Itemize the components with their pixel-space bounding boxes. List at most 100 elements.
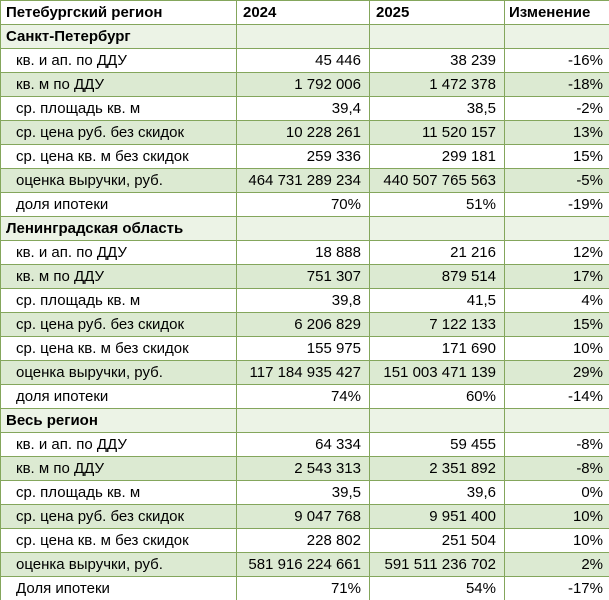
metric-label-cell[interactable]: ср. площадь кв. м bbox=[1, 97, 237, 120]
change-cell[interactable]: 4% bbox=[581, 292, 603, 309]
metric-label-cell[interactable]: ср. цена руб. без скидок bbox=[1, 313, 237, 336]
empty-cell[interactable] bbox=[237, 25, 370, 48]
column-header-region[interactable]: Петебургский регион bbox=[1, 1, 237, 24]
metric-label-cell[interactable]: ср. цена руб. без скидок bbox=[1, 505, 237, 528]
value-2025-cell[interactable]: 9 951 400 bbox=[370, 505, 505, 528]
column-header-2024[interactable]: 2024 bbox=[237, 1, 370, 24]
metric-label-cell[interactable]: ср. площадь кв. м bbox=[1, 481, 237, 504]
section-title-cell[interactable]: Весь регион bbox=[1, 409, 237, 432]
empty-cell[interactable] bbox=[370, 409, 505, 432]
value-2025-cell[interactable]: 251 504 bbox=[370, 529, 505, 552]
value-2024-cell[interactable]: 70% bbox=[237, 193, 370, 216]
value-2024-cell[interactable]: 74% bbox=[237, 385, 370, 408]
value-2025-cell[interactable]: 11 520 157 bbox=[370, 121, 505, 144]
change-cell[interactable]: 15% bbox=[572, 148, 603, 165]
empty-cell[interactable] bbox=[237, 409, 370, 432]
value-2024-cell[interactable]: 155 975 bbox=[237, 337, 370, 360]
change-cell[interactable]: -5% bbox=[576, 172, 603, 189]
empty-cell[interactable] bbox=[505, 25, 609, 48]
change-cell[interactable]: 12% bbox=[572, 244, 603, 261]
value-2025-cell[interactable]: 54% bbox=[370, 577, 505, 600]
value-2024-cell[interactable]: 2 543 313 bbox=[237, 457, 370, 480]
value-2025-cell[interactable]: 151 003 471 139 bbox=[370, 361, 505, 384]
value-2024-cell[interactable]: 6 206 829 bbox=[237, 313, 370, 336]
metric-label-cell[interactable]: ср. цена кв. м без скидок bbox=[1, 529, 237, 552]
change-cell[interactable]: 29% bbox=[572, 364, 603, 381]
empty-cell[interactable] bbox=[370, 217, 505, 240]
change-cell[interactable]: 17% bbox=[572, 268, 603, 285]
metric-label-cell[interactable]: кв. м по ДДУ bbox=[1, 457, 237, 480]
value-2025-cell[interactable]: 38 239 bbox=[370, 49, 505, 72]
section-title-cell[interactable]: Санкт-Петербург bbox=[1, 25, 237, 48]
value-2025-cell[interactable]: 299 181 bbox=[370, 145, 505, 168]
change-cell[interactable]: 10% bbox=[572, 508, 603, 525]
value-2024-cell[interactable]: 259 336 bbox=[237, 145, 370, 168]
metric-label-cell[interactable]: ср. цена руб. без скидок bbox=[1, 121, 237, 144]
value-2024-cell[interactable]: 581 916 224 661 bbox=[237, 553, 370, 576]
metric-label-cell[interactable]: ср. площадь кв. м bbox=[1, 289, 237, 312]
section-title-cell[interactable]: Ленинградская область bbox=[1, 217, 237, 240]
value-2024-cell[interactable]: 9 047 768 bbox=[237, 505, 370, 528]
value-2024-cell[interactable]: 71% bbox=[237, 577, 370, 600]
change-cell[interactable]: 13% bbox=[572, 124, 603, 141]
change-cell[interactable]: 10% bbox=[572, 532, 603, 549]
value-2025-cell[interactable]: 38,5 bbox=[370, 97, 505, 120]
value-2024-cell[interactable]: 10 228 261 bbox=[237, 121, 370, 144]
change-cell[interactable]: -8% bbox=[576, 460, 603, 477]
change-cell[interactable]: -2% bbox=[576, 100, 603, 117]
value-2025-cell[interactable]: 171 690 bbox=[370, 337, 505, 360]
value-2025-cell[interactable]: 21 216 bbox=[370, 241, 505, 264]
value-2025-cell[interactable]: 440 507 765 563 bbox=[370, 169, 505, 192]
value-2024-cell[interactable]: 45 446 bbox=[237, 49, 370, 72]
value-2024-cell[interactable]: 117 184 935 427 bbox=[237, 361, 370, 384]
value-2025-cell[interactable]: 60% bbox=[370, 385, 505, 408]
value-2024-cell[interactable]: 1 792 006 bbox=[237, 73, 370, 96]
change-cell[interactable]: 0% bbox=[581, 484, 603, 501]
metric-label-cell[interactable]: кв. и ап. по ДДУ bbox=[1, 241, 237, 264]
value-2024-cell[interactable]: 64 334 bbox=[237, 433, 370, 456]
metric-label-cell[interactable]: оценка выручки, руб. bbox=[1, 361, 237, 384]
column-header-2025[interactable]: 2025 bbox=[370, 1, 505, 24]
metric-label-cell[interactable]: кв. и ап. по ДДУ bbox=[1, 433, 237, 456]
value-2025-cell[interactable]: 7 122 133 bbox=[370, 313, 505, 336]
empty-cell[interactable] bbox=[505, 409, 609, 432]
column-header-change[interactable]: Изменение bbox=[509, 4, 591, 21]
metric-label-cell[interactable]: ср. цена кв. м без скидок bbox=[1, 337, 237, 360]
value-2025-cell[interactable]: 41,5 bbox=[370, 289, 505, 312]
change-cell[interactable]: -18% bbox=[567, 76, 603, 93]
value-2024-cell[interactable]: 751 307 bbox=[237, 265, 370, 288]
change-cell[interactable]: -19% bbox=[567, 196, 603, 213]
metric-label-cell[interactable]: доля ипотеки bbox=[1, 385, 237, 408]
metric-label-cell[interactable]: оценка выручки, руб. bbox=[1, 553, 237, 576]
metric-label-cell[interactable]: кв. и ап. по ДДУ bbox=[1, 49, 237, 72]
value-2025-cell[interactable]: 2 351 892 bbox=[370, 457, 505, 480]
value-2024-cell[interactable]: 18 888 bbox=[237, 241, 370, 264]
value-2024-cell[interactable]: 464 731 289 234 bbox=[237, 169, 370, 192]
change-cell[interactable]: -17% bbox=[567, 580, 603, 597]
value-2025-cell[interactable]: 1 472 378 bbox=[370, 73, 505, 96]
metric-label-cell[interactable]: оценка выручки, руб. bbox=[1, 169, 237, 192]
value-2024-cell[interactable]: 39,5 bbox=[237, 481, 370, 504]
value-2025-cell[interactable]: 51% bbox=[370, 193, 505, 216]
change-cell[interactable]: 10% bbox=[572, 340, 603, 357]
metric-label-cell[interactable]: ср. цена кв. м без скидок bbox=[1, 145, 237, 168]
value-2025-cell[interactable]: 59 455 bbox=[370, 433, 505, 456]
empty-cell[interactable] bbox=[370, 25, 505, 48]
value-2025-cell[interactable]: 39,6 bbox=[370, 481, 505, 504]
value-2024-cell[interactable]: 39,8 bbox=[237, 289, 370, 312]
change-cell[interactable]: 2% bbox=[581, 556, 603, 573]
change-cell[interactable]: -8% bbox=[576, 436, 603, 453]
empty-cell[interactable] bbox=[505, 217, 609, 240]
value-2025-cell[interactable]: 879 514 bbox=[370, 265, 505, 288]
metric-label-cell[interactable]: доля ипотеки bbox=[1, 193, 237, 216]
value-2025-cell[interactable]: 591 511 236 702 bbox=[370, 553, 505, 576]
empty-cell[interactable] bbox=[237, 217, 370, 240]
value-2024-cell[interactable]: 39,4 bbox=[237, 97, 370, 120]
value-2024-cell[interactable]: 228 802 bbox=[237, 529, 370, 552]
metric-label-cell[interactable]: кв. м по ДДУ bbox=[1, 73, 237, 96]
metric-label-cell[interactable]: кв. м по ДДУ bbox=[1, 265, 237, 288]
metric-label-cell[interactable]: Доля ипотеки bbox=[1, 577, 237, 600]
change-cell[interactable]: 15% bbox=[572, 316, 603, 333]
change-cell[interactable]: -16% bbox=[567, 52, 603, 69]
change-cell[interactable]: -14% bbox=[567, 388, 603, 405]
